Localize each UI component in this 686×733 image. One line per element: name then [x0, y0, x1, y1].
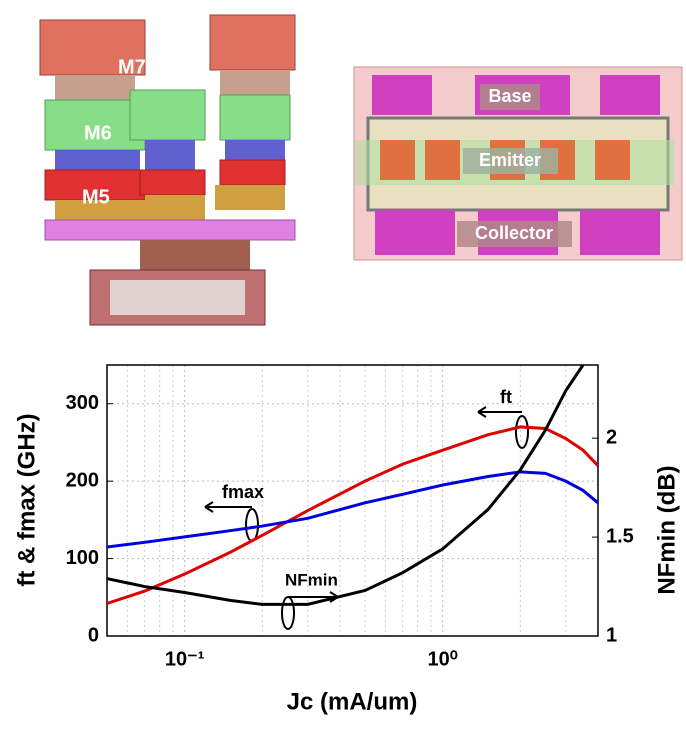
y-tick-label: 200 — [66, 469, 99, 491]
y-tick-label: 100 — [66, 547, 99, 569]
y2-tick-label: 2 — [606, 426, 617, 448]
y-tick-label: 0 — [88, 624, 99, 646]
plot-frame — [107, 365, 598, 636]
x-tick-label: 10⁰ — [428, 648, 458, 670]
layout-illustration: Base Emitter Collector — [354, 67, 682, 260]
figure: M7 M6 M5 Base Emitter Collector ft fmax … — [0, 0, 686, 728]
y-tick-label: 300 — [66, 392, 99, 414]
layout-label: Collector — [475, 223, 553, 243]
series-line — [107, 472, 598, 547]
y-axis-label: ft & fmax (GHz) — [13, 413, 40, 586]
annotation: fmax — [222, 482, 264, 502]
x-tick-label: 10⁻¹ — [165, 648, 205, 670]
y2-tick-label: 1 — [606, 624, 617, 646]
y2-tick-label: 1.5 — [606, 525, 634, 547]
layout-label: Emitter — [479, 150, 541, 170]
metal-label: M6 — [84, 122, 112, 144]
annotation: ft — [500, 387, 512, 407]
x-axis-label: Jc (mA/um) — [287, 688, 418, 715]
y2-axis-label: NFmin (dB) — [653, 465, 680, 594]
metal-stack-illustration: M7 M6 M5 — [40, 15, 295, 325]
layout-label: Base — [488, 86, 531, 106]
plot — [107, 365, 598, 636]
metal-label: M5 — [82, 186, 110, 208]
series-line — [107, 427, 598, 604]
annotation: NFmin — [285, 570, 338, 589]
metal-label: M7 — [118, 56, 146, 78]
